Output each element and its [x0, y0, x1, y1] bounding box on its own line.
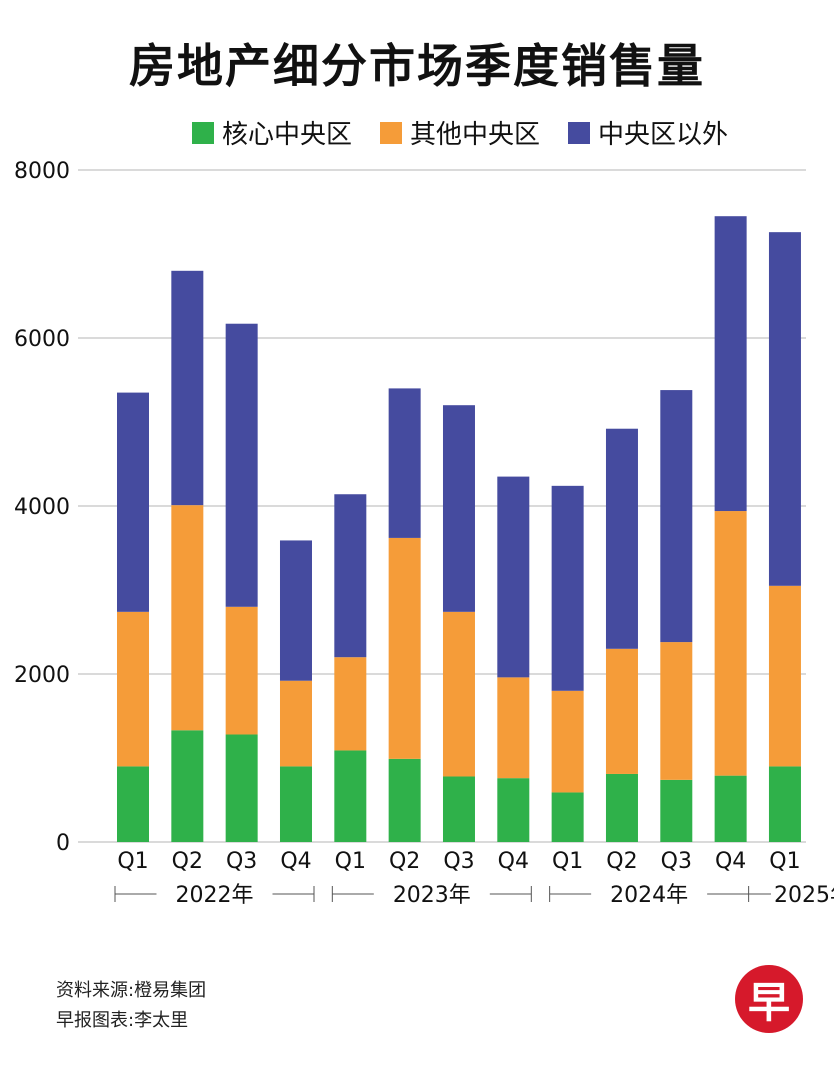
x-tick-label-9: Q1	[552, 849, 583, 874]
bar-2-series-3	[171, 270, 204, 506]
source-note: 资料来源:橙易集团	[56, 980, 207, 1001]
x-tick-label-4: Q4	[280, 849, 311, 874]
bar-8-series-2	[497, 677, 530, 779]
x-tick-label-5: Q1	[335, 849, 366, 874]
credit-note: 早报图表:李太里	[56, 1010, 189, 1031]
bar-13-series-2	[768, 585, 801, 767]
legend: 核心中央区 其他中央区 中央区以外	[192, 114, 756, 151]
bar-10-series-1	[605, 773, 638, 842]
bar-1-series-2	[117, 611, 149, 767]
bar-2-series-2	[171, 505, 204, 731]
x-tick-label-7: Q3	[443, 849, 474, 874]
bar-4-series-1	[279, 766, 312, 842]
bar-7-series-2	[442, 611, 475, 777]
bar-1-series-1	[117, 766, 149, 842]
legend-label-core-central: 核心中央区	[222, 120, 353, 150]
bar-8-series-1	[497, 778, 530, 842]
y-tick-label-2000: 2000	[14, 663, 70, 688]
chart-title: 房地产细分市场季度销售量	[129, 39, 705, 93]
x-tick-label-11: Q3	[661, 849, 692, 874]
year-group-label-1: 2022年	[175, 883, 253, 908]
zaobao-logo-icon: 早	[735, 965, 803, 1033]
bar-1-series-3	[117, 392, 149, 612]
x-tick-label-10: Q2	[606, 849, 637, 874]
bar-10-series-3	[605, 428, 638, 649]
stacked-bar-chart: 0 2000 4000 6000 8000 Q1 Q2 Q3 Q4 Q1 Q2 Q3 Q4 Q1 Q2 Q3 Q…	[14, 159, 834, 908]
bar-4-series-3	[279, 540, 312, 681]
bar-5-series-1	[334, 750, 367, 842]
x-tick-label-6: Q2	[389, 849, 420, 874]
bar-5-series-3	[334, 494, 367, 658]
bar-11-series-2	[660, 642, 693, 780]
legend-swatch-core-central	[192, 121, 214, 144]
legend-item-outside-central: 中央区以外	[568, 114, 728, 151]
bar-5-series-2	[334, 657, 367, 751]
bar-10-series-2	[605, 648, 638, 774]
x-tick-label-12: Q4	[715, 849, 746, 874]
x-tick-label-2: Q2	[172, 849, 203, 874]
bar-11-series-1	[660, 779, 693, 842]
year-group-label-4: 2025年	[774, 883, 834, 908]
bar-6-series-2	[388, 537, 421, 759]
bar-6-series-3	[388, 388, 421, 538]
legend-swatch-rest-of-central	[380, 121, 403, 144]
bar-12-series-1	[714, 775, 747, 842]
y-tick-label-8000: 8000	[14, 159, 70, 184]
x-tick-label-13: Q1	[769, 849, 800, 874]
bar-8-series-3	[497, 476, 530, 678]
legend-item-core-central: 核心中央区	[192, 114, 352, 151]
bar-6-series-1	[388, 758, 421, 842]
y-tick-label-0: 0	[56, 831, 70, 856]
bar-12-series-3	[714, 216, 747, 512]
bar-9-series-2	[551, 690, 584, 793]
year-group-label-2: 2023年	[393, 883, 471, 908]
bar-9-series-1	[551, 792, 584, 842]
legend-swatch-outside-central	[568, 121, 591, 144]
x-tick-label-8: Q4	[498, 849, 529, 874]
bar-9-series-3	[551, 485, 584, 691]
bar-4-series-2	[279, 680, 312, 767]
bar-13-series-1	[768, 766, 801, 842]
bar-2-series-1	[171, 730, 204, 842]
bar-11-series-3	[660, 390, 693, 643]
y-tick-label-6000: 6000	[14, 327, 70, 352]
bar-3-series-3	[225, 323, 258, 607]
bar-3-series-1	[225, 734, 258, 842]
legend-label-rest-of-central: 其他中央区	[410, 120, 541, 150]
year-group-label-3: 2024年	[610, 883, 688, 908]
x-tick-label-1: Q1	[117, 849, 148, 874]
bar-7-series-3	[442, 405, 475, 612]
legend-label-outside-central: 中央区以外	[598, 120, 729, 150]
bar-13-series-3	[768, 232, 801, 586]
bar-7-series-1	[442, 776, 475, 842]
y-tick-label-4000: 4000	[14, 495, 70, 520]
bar-12-series-2	[714, 511, 747, 776]
footer: 资料来源:橙易集团 早报图表:李太里	[56, 976, 206, 1036]
legend-item-rest-of-central: 其他中央区	[380, 114, 540, 151]
bar-3-series-2	[225, 606, 258, 735]
x-tick-label-3: Q3	[226, 849, 257, 874]
